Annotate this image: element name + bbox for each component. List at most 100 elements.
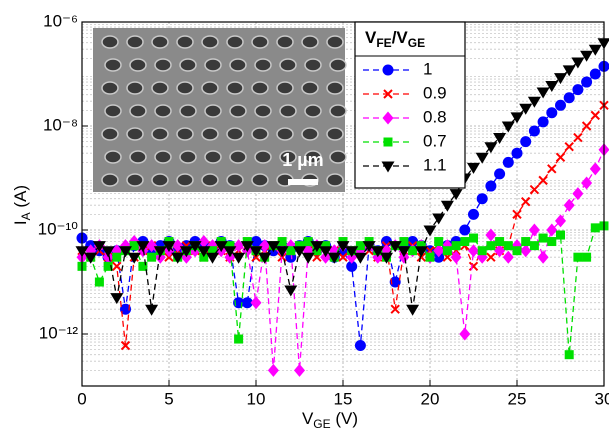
marker xyxy=(440,200,454,212)
inset-hole xyxy=(251,127,269,141)
marker xyxy=(468,208,479,220)
y-tick-label: 10⁻¹⁰ xyxy=(38,219,79,238)
inset-hole xyxy=(179,58,197,72)
legend-title-part: FE xyxy=(376,36,391,50)
marker xyxy=(319,246,333,258)
inset-hole xyxy=(154,58,172,72)
inset-hole xyxy=(176,173,194,187)
inset-hole xyxy=(126,35,144,49)
legend-title-part: GE xyxy=(408,36,425,50)
marker xyxy=(266,241,280,253)
marker xyxy=(233,239,245,253)
inset-hole xyxy=(104,104,122,118)
marker xyxy=(571,57,585,69)
marker xyxy=(459,327,471,341)
marker xyxy=(293,246,306,258)
marker xyxy=(234,334,244,344)
marker xyxy=(485,228,497,242)
marker xyxy=(484,142,498,154)
inset-hole xyxy=(201,81,219,95)
marker xyxy=(172,239,184,253)
x-tick-label: 0 xyxy=(77,389,86,408)
marker xyxy=(354,340,366,352)
inset-hole xyxy=(254,104,272,118)
marker xyxy=(327,252,341,264)
marker xyxy=(450,250,462,264)
marker xyxy=(120,340,131,351)
marker xyxy=(573,252,583,262)
marker xyxy=(92,241,106,253)
marker xyxy=(581,76,593,88)
x-tick-label: 30 xyxy=(595,389,609,408)
marker xyxy=(127,252,141,264)
marker xyxy=(171,252,185,264)
marker xyxy=(521,237,531,247)
marker xyxy=(519,103,533,115)
marker xyxy=(486,252,496,262)
marker xyxy=(589,162,601,176)
inset-hole xyxy=(226,81,244,95)
marker xyxy=(286,246,296,256)
marker xyxy=(294,363,305,377)
marker xyxy=(277,237,287,247)
x-tick-label: 5 xyxy=(164,389,173,408)
inset-hole xyxy=(276,127,294,141)
marker xyxy=(380,252,393,264)
marker xyxy=(564,141,574,152)
marker xyxy=(321,241,331,251)
marker xyxy=(423,225,437,237)
inset-hole xyxy=(251,35,269,49)
inset-hole xyxy=(129,104,147,118)
inset-hole xyxy=(179,150,197,164)
y-tick-label: 10⁻¹² xyxy=(39,323,79,342)
marker xyxy=(250,296,262,310)
inset-hole xyxy=(326,173,344,187)
marker xyxy=(451,241,461,251)
marker xyxy=(581,121,592,131)
marker xyxy=(162,241,176,253)
marker xyxy=(528,125,540,137)
marker xyxy=(537,250,549,264)
marker xyxy=(345,246,359,258)
inset-hole xyxy=(101,127,119,141)
marker xyxy=(267,363,279,377)
legend-title: VFE/VGE xyxy=(365,28,425,50)
marker xyxy=(94,277,104,287)
marker xyxy=(399,237,409,247)
inset-hole xyxy=(104,58,122,72)
marker xyxy=(555,214,566,228)
inset-hole xyxy=(329,150,347,164)
inset-hole xyxy=(279,58,297,72)
inset-holes xyxy=(101,35,347,187)
marker xyxy=(554,73,567,85)
inset-hole xyxy=(201,127,219,141)
inset-hole xyxy=(229,150,247,164)
x-tick-label: 10 xyxy=(247,389,266,408)
marker xyxy=(250,236,262,248)
legend-label: 1 xyxy=(423,59,432,78)
inset-hole xyxy=(301,35,319,49)
marker xyxy=(225,241,235,251)
marker xyxy=(502,250,514,264)
marker xyxy=(303,237,313,247)
marker xyxy=(112,261,122,272)
marker xyxy=(310,241,324,253)
legend-label: 0.9 xyxy=(423,83,447,102)
inset-hole xyxy=(154,150,172,164)
y-tick-label: 10⁻⁸ xyxy=(43,115,78,134)
marker xyxy=(249,246,263,258)
marker xyxy=(528,223,540,237)
marker xyxy=(129,241,139,251)
marker xyxy=(589,68,601,80)
marker xyxy=(388,241,402,253)
marker xyxy=(84,252,98,264)
marker xyxy=(138,261,148,271)
marker xyxy=(537,116,549,128)
marker xyxy=(588,44,602,56)
inset-image: 1 µm xyxy=(93,28,347,192)
marker xyxy=(295,241,304,251)
marker xyxy=(240,241,254,253)
inset-hole xyxy=(251,81,269,95)
marker xyxy=(338,252,348,262)
marker xyxy=(556,230,565,240)
